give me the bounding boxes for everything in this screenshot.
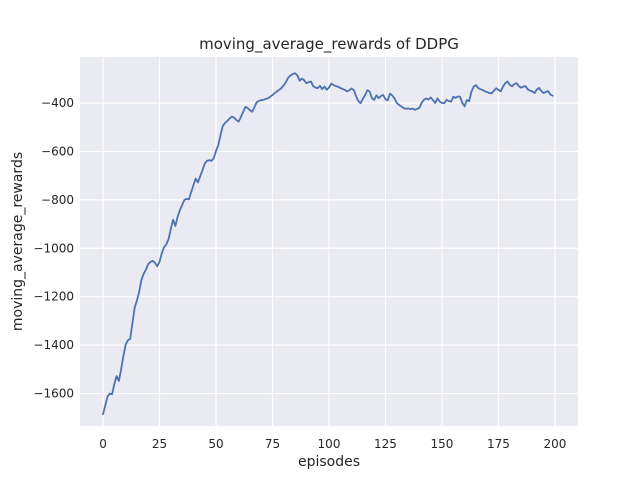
y-tick-label: −1600 (33, 387, 74, 401)
tick-layer: 0 25 50 75 100 125 150 175 200 −400 −600 −800 −1000 −… (33, 96, 566, 451)
x-tick-label: 50 (208, 437, 223, 451)
y-tick-label: −600 (41, 144, 74, 158)
series-layer (102, 72, 554, 416)
x-tick-label: 200 (543, 437, 566, 451)
x-tick-label: 25 (152, 437, 167, 451)
y-tick-label: −1400 (33, 338, 74, 352)
x-axis-label: episodes (298, 454, 360, 470)
x-tick-label: 175 (487, 437, 510, 451)
x-tick-label: 125 (374, 437, 397, 451)
y-tick-label: −400 (41, 96, 74, 110)
x-tick-label: 75 (265, 437, 280, 451)
y-tick-label: −1200 (33, 290, 74, 304)
grid-layer (80, 57, 578, 426)
x-tick-label: 0 (99, 437, 107, 451)
y-tick-label: −800 (41, 193, 74, 207)
chart-title: moving_average_rewards of DDPG (199, 35, 459, 54)
y-tick-label: −1000 (33, 241, 74, 255)
y-axis-label: moving_average_rewards (10, 152, 26, 331)
x-tick-label: 100 (318, 437, 341, 451)
data-line-moving_average_rewards (102, 72, 554, 416)
x-tick-label: 150 (431, 437, 454, 451)
